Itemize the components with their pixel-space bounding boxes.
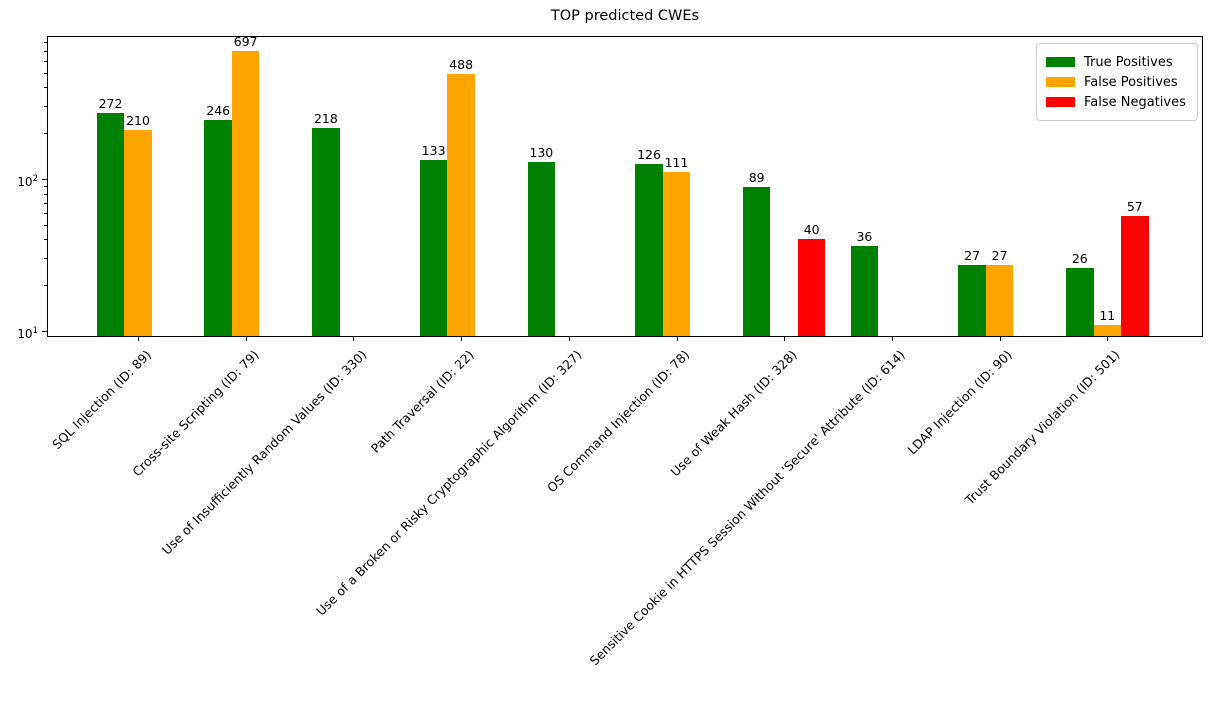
y-minor-tick bbox=[44, 224, 47, 226]
bar bbox=[797, 239, 826, 336]
y-minor-tick bbox=[44, 185, 47, 187]
x-tick-label: LDAP Injection (ID: 90) bbox=[904, 347, 1016, 458]
x-tick bbox=[891, 337, 893, 341]
bar bbox=[742, 186, 771, 336]
bar bbox=[231, 50, 260, 336]
y-minor-tick bbox=[44, 133, 47, 135]
bar bbox=[124, 130, 152, 336]
bar-value-label: 40 bbox=[803, 222, 820, 238]
bar-value-label: 111 bbox=[664, 155, 689, 171]
bar bbox=[312, 127, 340, 336]
true-positives-swatch bbox=[1046, 57, 1075, 67]
bar bbox=[447, 74, 475, 336]
bar bbox=[1121, 216, 1149, 336]
bar-value-label: 89 bbox=[748, 169, 765, 185]
y-minor-tick bbox=[44, 87, 47, 89]
bar bbox=[527, 161, 556, 336]
legend-item-false-positives: False Positives bbox=[1046, 73, 1187, 91]
x-tick-label: Use of Insufficiently Random Values (ID:… bbox=[158, 347, 370, 558]
x-tick bbox=[461, 337, 463, 341]
bar-value-label: 133 bbox=[421, 143, 446, 159]
x-tick bbox=[245, 337, 247, 341]
legend-item-true-positives: True Positives bbox=[1046, 53, 1187, 71]
bar bbox=[635, 163, 663, 336]
false-negatives-swatch bbox=[1046, 97, 1075, 107]
y-tick-label: 101 bbox=[17, 326, 38, 341]
legend-item-false-negatives: False Negatives bbox=[1046, 93, 1187, 111]
bar-value-label: 130 bbox=[529, 144, 554, 160]
bar-value-label: 218 bbox=[313, 110, 338, 126]
bar bbox=[958, 265, 986, 336]
x-tick bbox=[353, 337, 355, 341]
bar bbox=[1093, 324, 1122, 336]
bar-value-label: 27 bbox=[991, 248, 1008, 264]
y-minor-tick bbox=[44, 60, 47, 62]
bar-value-label: 26 bbox=[1071, 250, 1088, 266]
y-minor-tick bbox=[44, 258, 47, 260]
bar bbox=[985, 265, 1014, 336]
bar-value-label: 246 bbox=[206, 102, 231, 118]
bar bbox=[204, 119, 232, 336]
y-minor-tick bbox=[44, 202, 47, 204]
x-tick bbox=[784, 337, 786, 341]
legend-label: False Positives bbox=[1084, 74, 1178, 90]
bar bbox=[850, 246, 879, 336]
y-minor-tick bbox=[44, 212, 47, 214]
bar-value-label: 488 bbox=[449, 57, 474, 73]
y-tick-label: 102 bbox=[17, 174, 38, 189]
bar-value-label: 126 bbox=[637, 146, 661, 162]
x-tick-label: Cross-site Scripting (ID: 79) bbox=[129, 347, 262, 480]
y-minor-tick bbox=[44, 239, 47, 241]
y-major-tick bbox=[42, 331, 47, 332]
x-tick bbox=[999, 337, 1001, 341]
legend-label: False Negatives bbox=[1084, 94, 1186, 110]
false-positives-swatch bbox=[1046, 77, 1075, 87]
x-tick-label: Use of a Broken or Risky Cryptographic A… bbox=[312, 347, 585, 619]
x-tick-label: SQL Injection (ID: 89) bbox=[48, 347, 154, 452]
bottom-spine bbox=[47, 336, 1203, 337]
x-tick bbox=[676, 337, 678, 341]
plot-area: 101 102 SQL Injection (ID: 89) 272 210 Cross-… bbox=[17, 33, 1203, 668]
chart-title: TOP predicted CWEs bbox=[550, 8, 700, 24]
y-major-tick bbox=[42, 179, 47, 180]
y-minor-tick bbox=[44, 41, 47, 43]
y-minor-tick bbox=[44, 72, 47, 74]
x-tick-label: Use of Weak Hash (ID: 328) bbox=[667, 347, 800, 480]
bar bbox=[419, 160, 448, 336]
y-minor-tick bbox=[44, 106, 47, 108]
x-tick bbox=[568, 337, 570, 341]
x-tick bbox=[1107, 337, 1109, 341]
right-spine bbox=[1202, 36, 1203, 337]
y-minor-tick bbox=[44, 285, 47, 287]
x-tick bbox=[138, 337, 139, 341]
bar-value-label: 27 bbox=[964, 248, 981, 264]
bar bbox=[1066, 267, 1094, 336]
y-minor-tick bbox=[44, 193, 47, 195]
bar-value-label: 11 bbox=[1099, 307, 1116, 323]
x-tick-label: Path Traversal (ID: 22) bbox=[367, 347, 477, 456]
legend-label: True Positives bbox=[1084, 54, 1173, 70]
left-spine bbox=[47, 36, 48, 337]
bar-value-label: 272 bbox=[98, 95, 123, 111]
bar-value-label: 210 bbox=[126, 113, 150, 129]
legend: True Positives False Positives False Neg… bbox=[1036, 43, 1198, 121]
bar bbox=[96, 112, 125, 336]
bar-value-label: 697 bbox=[233, 33, 258, 49]
bar-value-label: 36 bbox=[856, 229, 873, 245]
top-spine bbox=[47, 36, 1203, 37]
bar bbox=[662, 172, 691, 336]
bar-value-label: 57 bbox=[1126, 199, 1143, 215]
y-minor-tick bbox=[44, 50, 47, 52]
